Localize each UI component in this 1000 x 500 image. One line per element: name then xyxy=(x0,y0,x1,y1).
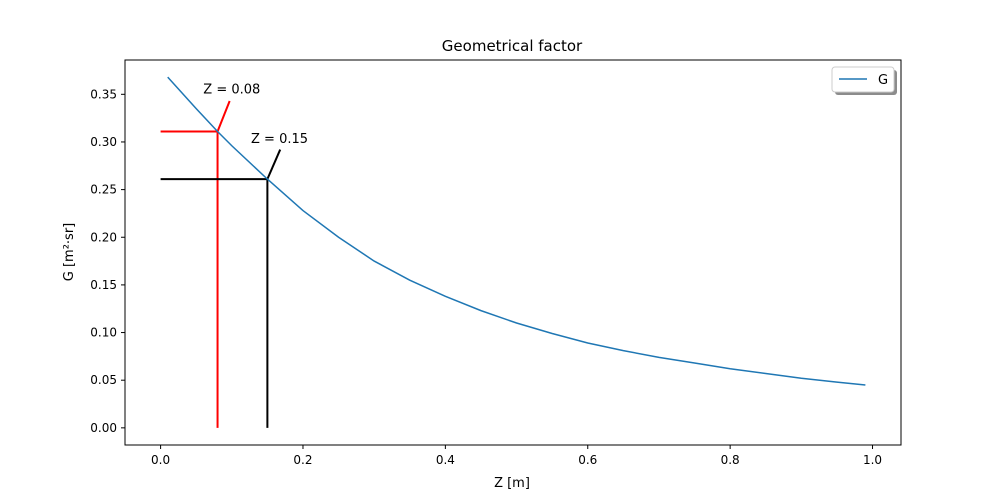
marker-1-label: Z = 0.08 xyxy=(203,82,260,97)
y-tick-label: 0.15 xyxy=(90,278,117,292)
y-axis: 0.00 0.05 0.10 0.15 0.20 0.25 0.30 0.35 xyxy=(90,87,125,435)
x-tick-label: 1.0 xyxy=(863,453,882,467)
x-tick-label: 0.2 xyxy=(293,453,312,467)
y-tick-label: 0.10 xyxy=(90,326,117,340)
x-axis-label: Z [m] xyxy=(494,476,530,491)
x-tick-label: 0.8 xyxy=(721,453,740,467)
y-tick-label: 0.20 xyxy=(90,230,117,244)
x-tick-label: 0.4 xyxy=(436,453,455,467)
y-axis-label: G [m²·sr] xyxy=(62,223,77,281)
x-tick-label: 0.0 xyxy=(151,453,170,467)
plot-area: Z = 0.08 Z = 0.15 xyxy=(160,76,866,428)
marker-2-label: Z = 0.15 xyxy=(251,132,308,147)
marker-1-pointer xyxy=(216,100,231,132)
chart-title: Geometrical factor xyxy=(442,37,583,55)
marker-2-pointer xyxy=(266,149,282,180)
y-tick-label: 0.05 xyxy=(90,373,117,387)
y-tick-label: 0.00 xyxy=(90,421,117,435)
x-tick-label: 0.6 xyxy=(578,453,597,467)
x-axis: 0.0 0.2 0.4 0.6 0.8 1.0 xyxy=(151,445,882,467)
y-tick-label: 0.30 xyxy=(90,135,117,149)
series-line-G xyxy=(167,76,866,386)
axes-frame xyxy=(124,59,902,446)
legend-entry-label: G xyxy=(878,73,888,88)
y-tick-label: 0.35 xyxy=(90,87,117,101)
legend: G xyxy=(831,66,897,95)
y-tick-label: 0.25 xyxy=(90,183,117,197)
